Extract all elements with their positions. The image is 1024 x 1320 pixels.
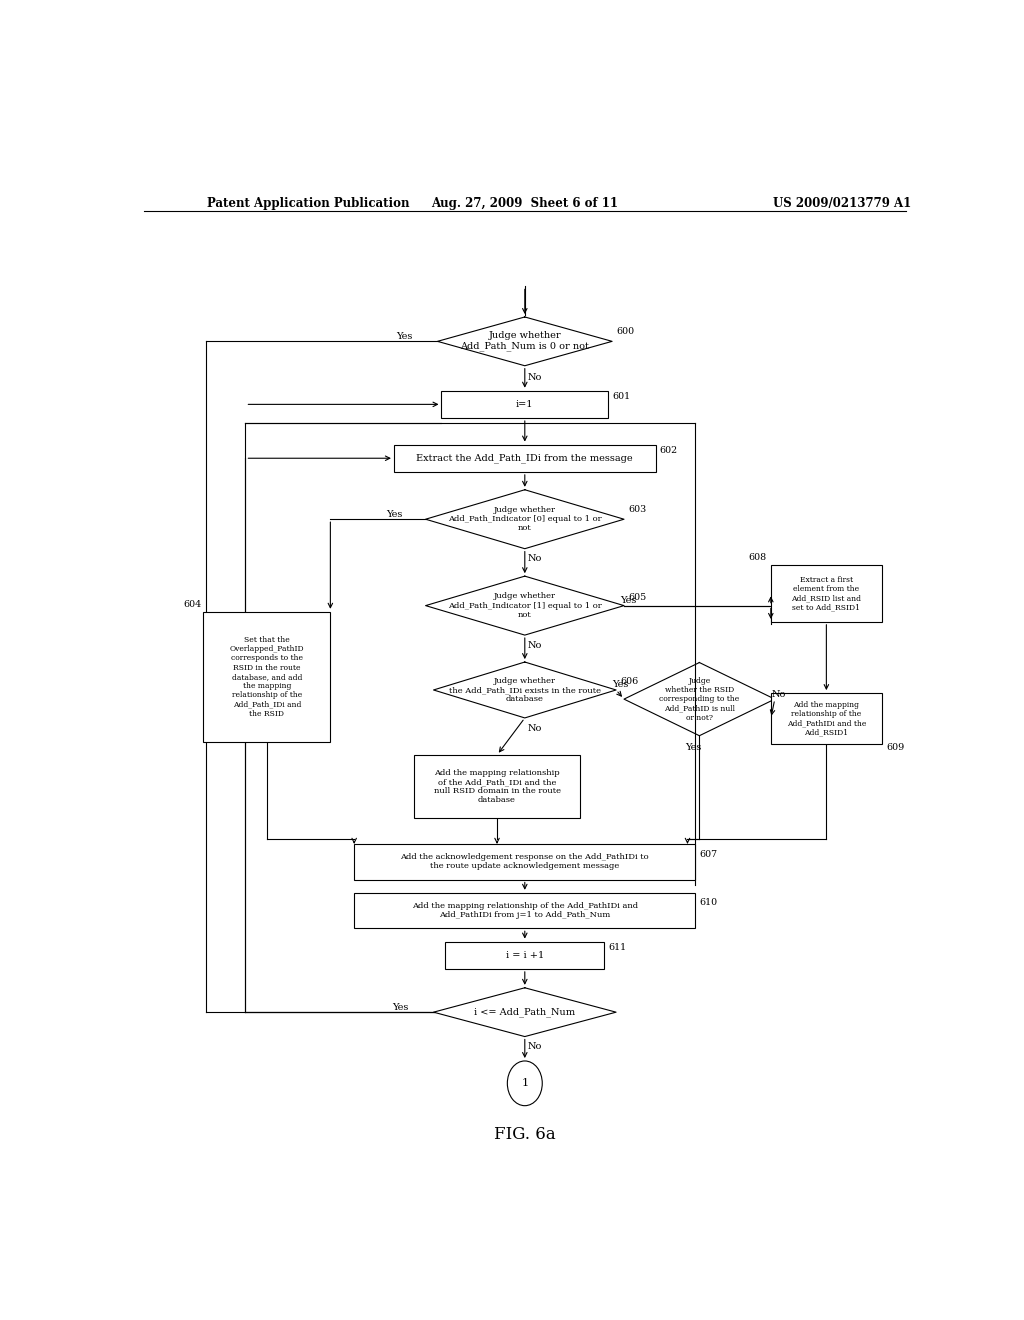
FancyBboxPatch shape: [394, 445, 655, 473]
Text: 604: 604: [183, 599, 202, 609]
Text: i=1: i=1: [516, 400, 534, 409]
Text: No: No: [527, 1043, 542, 1051]
Text: No: No: [527, 640, 542, 649]
Text: FIG. 6a: FIG. 6a: [494, 1126, 556, 1143]
FancyBboxPatch shape: [354, 892, 695, 928]
FancyBboxPatch shape: [414, 755, 581, 818]
Text: No: No: [527, 723, 542, 733]
Text: Judge whether
Add_Path_Indicator [0] equal to 1 or
not: Judge whether Add_Path_Indicator [0] equ…: [447, 506, 602, 532]
Text: No: No: [527, 554, 542, 564]
Text: i = i +1: i = i +1: [506, 950, 544, 960]
FancyBboxPatch shape: [204, 611, 331, 742]
Text: Judge whether
the Add_Path_IDi exists in the route
database: Judge whether the Add_Path_IDi exists in…: [449, 677, 601, 704]
Text: 600: 600: [616, 327, 634, 337]
Text: 602: 602: [659, 446, 678, 455]
Text: Patent Application Publication: Patent Application Publication: [207, 197, 410, 210]
Text: Yes: Yes: [396, 331, 413, 341]
Text: Yes: Yes: [612, 680, 628, 689]
Text: No: No: [771, 689, 786, 698]
Text: Judge whether
Add_Path_Num is 0 or not: Judge whether Add_Path_Num is 0 or not: [461, 331, 589, 351]
Text: Extract the Add_Path_IDi from the message: Extract the Add_Path_IDi from the messag…: [417, 453, 633, 463]
Text: Add the mapping relationship
of the Add_Path_IDi and the
null RSID domain in the: Add the mapping relationship of the Add_…: [433, 768, 560, 804]
Text: i <= Add_Path_Num: i <= Add_Path_Num: [474, 1007, 575, 1016]
Text: Extract a first
element from the
Add_RSID list and
set to Add_RSID1: Extract a first element from the Add_RSI…: [792, 576, 861, 611]
Text: 611: 611: [608, 944, 627, 952]
Text: No: No: [527, 374, 542, 383]
Text: Yes: Yes: [386, 510, 402, 519]
FancyBboxPatch shape: [441, 391, 608, 418]
Text: 605: 605: [628, 593, 646, 602]
Text: Judge whether
Add_Path_Indicator [1] equal to 1 or
not: Judge whether Add_Path_Indicator [1] equ…: [447, 593, 602, 619]
Text: Set that the
Overlapped_PathID
corresponds to the
RSID in the route
database, an: Set that the Overlapped_PathID correspon…: [229, 636, 304, 718]
Text: Yes: Yes: [685, 743, 701, 752]
FancyBboxPatch shape: [771, 565, 882, 622]
Text: Aug. 27, 2009  Sheet 6 of 11: Aug. 27, 2009 Sheet 6 of 11: [431, 197, 618, 210]
Text: Add the acknowledgement response on the Add_PathIDi to
the route update acknowle: Add the acknowledgement response on the …: [400, 853, 649, 870]
Text: 1: 1: [521, 1078, 528, 1088]
Text: 608: 608: [749, 553, 767, 562]
FancyBboxPatch shape: [771, 693, 882, 744]
Text: Yes: Yes: [620, 597, 636, 605]
Text: Yes: Yes: [392, 1003, 409, 1011]
Text: 609: 609: [886, 743, 904, 752]
Text: 610: 610: [699, 899, 718, 907]
Text: Add the mapping
relationship of the
Add_PathIDi and the
Add_RSID1: Add the mapping relationship of the Add_…: [786, 701, 866, 737]
Text: Judge
whether the RSID
corresponding to the
Add_PathID is null
or not?: Judge whether the RSID corresponding to …: [659, 677, 739, 722]
FancyBboxPatch shape: [445, 941, 604, 969]
Text: 601: 601: [612, 392, 630, 401]
Text: 603: 603: [628, 506, 646, 515]
Text: US 2009/0213779 A1: US 2009/0213779 A1: [773, 197, 911, 210]
Text: 607: 607: [699, 850, 718, 859]
FancyBboxPatch shape: [354, 843, 695, 879]
Text: 606: 606: [620, 677, 638, 686]
Text: Add the mapping relationship of the Add_PathIDi and
Add_PathIDi from j=1 to Add_: Add the mapping relationship of the Add_…: [412, 902, 638, 919]
